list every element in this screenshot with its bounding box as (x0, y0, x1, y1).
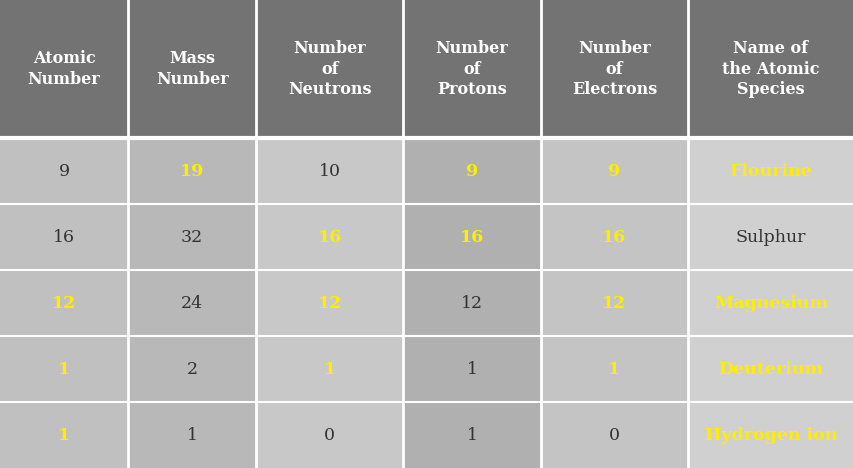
Text: 12: 12 (461, 294, 483, 312)
Text: 0: 0 (608, 426, 619, 444)
Bar (688, 204, 853, 270)
Text: Number
of
Protons: Number of Protons (435, 40, 508, 98)
Text: 2: 2 (186, 360, 198, 378)
Text: Magnesium: Magnesium (713, 294, 827, 312)
Bar (540, 270, 688, 336)
Text: 9: 9 (607, 162, 620, 180)
Bar (688, 138, 853, 204)
Bar (0, 204, 128, 270)
Text: 0: 0 (324, 426, 335, 444)
Bar (0, 336, 128, 402)
Text: Deuterium: Deuterium (717, 360, 822, 378)
Text: 16: 16 (317, 228, 341, 246)
Bar (128, 336, 256, 402)
Text: Sulphur: Sulphur (735, 228, 805, 246)
Bar (403, 138, 540, 204)
Bar (256, 270, 403, 336)
Text: 1: 1 (187, 426, 197, 444)
Text: 12: 12 (601, 294, 626, 312)
Bar (540, 402, 688, 468)
Bar (688, 270, 853, 336)
Bar (688, 402, 853, 468)
Text: Hydrogen ion: Hydrogen ion (704, 426, 836, 444)
Text: 12: 12 (52, 294, 76, 312)
Bar (403, 270, 540, 336)
Bar (540, 336, 688, 402)
Text: 1: 1 (58, 426, 70, 444)
Text: 19: 19 (180, 162, 204, 180)
Bar (128, 402, 256, 468)
Bar (0, 138, 128, 204)
Text: 16: 16 (601, 228, 626, 246)
Text: 1: 1 (466, 360, 477, 378)
Bar (0, 0, 853, 138)
Text: 16: 16 (460, 228, 484, 246)
Text: 9: 9 (466, 162, 478, 180)
Text: Flourine: Flourine (728, 162, 811, 180)
Text: Number
of
Electrons: Number of Electrons (572, 40, 656, 98)
Bar (256, 204, 403, 270)
Text: 10: 10 (318, 162, 340, 180)
Text: Number
of
Neutrons: Number of Neutrons (287, 40, 371, 98)
Bar (256, 138, 403, 204)
Bar (540, 138, 688, 204)
Bar (403, 402, 540, 468)
Text: 1: 1 (607, 360, 620, 378)
Text: 1: 1 (466, 426, 477, 444)
Text: 16: 16 (53, 228, 75, 246)
Text: 24: 24 (181, 294, 203, 312)
Bar (256, 402, 403, 468)
Bar (128, 204, 256, 270)
Text: 32: 32 (181, 228, 203, 246)
Text: 9: 9 (58, 162, 70, 180)
Text: 12: 12 (317, 294, 341, 312)
Text: 1: 1 (323, 360, 335, 378)
Bar (540, 204, 688, 270)
Bar (688, 336, 853, 402)
Bar (128, 138, 256, 204)
Text: 1: 1 (58, 360, 70, 378)
Bar (403, 336, 540, 402)
Bar (0, 402, 128, 468)
Text: Name of
the Atomic
Species: Name of the Atomic Species (722, 40, 819, 98)
Bar (128, 270, 256, 336)
Bar (0, 270, 128, 336)
Text: Mass
Number: Mass Number (155, 50, 229, 88)
Bar (403, 204, 540, 270)
Bar (256, 336, 403, 402)
Text: Atomic
Number: Atomic Number (27, 50, 101, 88)
